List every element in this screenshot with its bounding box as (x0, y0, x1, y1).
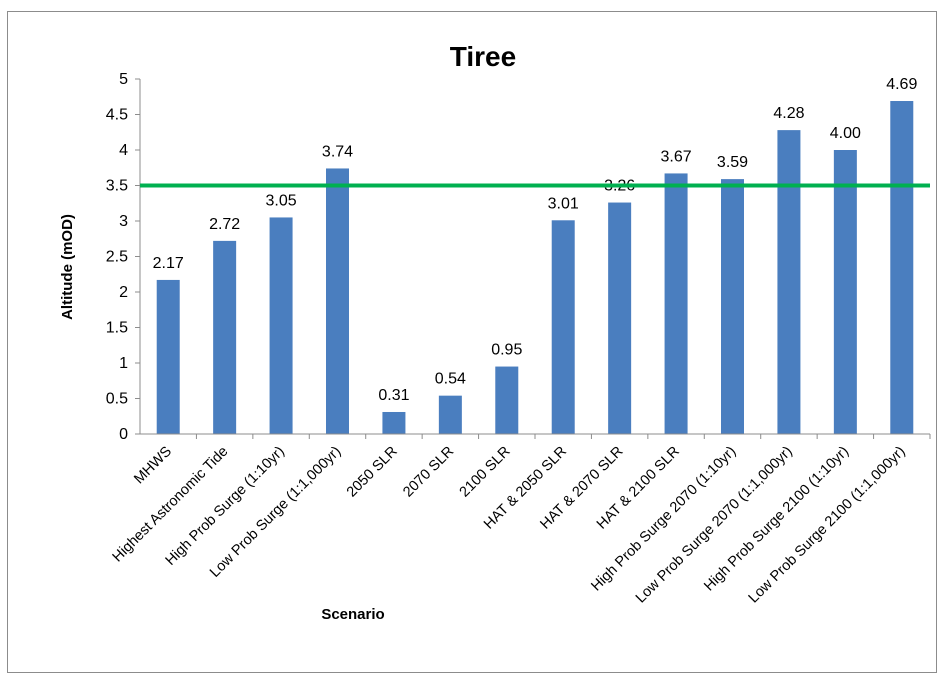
y-tick-label: 2.5 (106, 249, 128, 266)
data-label: 3.05 (266, 192, 297, 209)
bar (608, 202, 632, 434)
bar (777, 130, 801, 434)
y-tick-label: 2 (119, 284, 128, 301)
data-label: 0.54 (435, 371, 466, 388)
bar (551, 220, 575, 434)
y-tick-label: 4.5 (106, 107, 128, 124)
bar (326, 168, 349, 434)
data-label: 4.69 (886, 76, 917, 93)
data-label: 3.59 (717, 154, 748, 171)
bar (495, 366, 519, 434)
y-tick-label: 5 (119, 71, 128, 88)
data-label: 3.01 (548, 195, 579, 212)
data-label: 4.00 (830, 125, 861, 142)
bar-chart: Tiree Altitude (mOD) Scenario 0 0.5 1 1.5 2 2… (59, 41, 931, 623)
bar (438, 395, 462, 434)
data-label: 3.74 (322, 143, 353, 160)
y-axis-title: Altitude (mOD) (59, 214, 76, 320)
chart-title: Tiree (450, 41, 516, 72)
bar (382, 411, 406, 434)
data-label: 4.28 (773, 105, 804, 122)
x-tick-label: 2050 SLR (344, 444, 401, 501)
bar (664, 173, 688, 434)
y-tick-label: 4 (119, 142, 128, 159)
data-label: 0.31 (378, 387, 409, 404)
bar (890, 101, 914, 434)
y-tick-label: 1.5 (106, 320, 128, 337)
bar (213, 240, 237, 434)
x-tick-label: Highest Astronomic Tide (110, 444, 232, 566)
x-axis-title: Scenario (321, 606, 384, 623)
data-label: 0.95 (491, 342, 522, 359)
y-tick-label: 3 (119, 213, 128, 230)
bar (156, 279, 180, 434)
data-labels-group: 2.172.723.053.740.310.540.953.013.263.67… (153, 76, 918, 404)
y-tick-label: 3.5 (106, 178, 128, 195)
x-tick-label: MHWS (131, 444, 175, 488)
y-ticks-group: 0 0.5 1 1.5 2 2.5 3 3.5 4 4.5 5 (106, 71, 140, 443)
y-tick-label: 0 (119, 426, 128, 443)
data-label: 3.67 (661, 148, 692, 165)
x-tick-label: 2070 SLR (400, 444, 457, 501)
y-tick-label: 0.5 (106, 391, 128, 408)
bar (269, 217, 293, 434)
y-tick-label: 1 (119, 355, 128, 372)
bars-group (156, 101, 914, 434)
x-tick-label: 2100 SLR (457, 444, 514, 501)
bar (721, 179, 744, 434)
data-label: 2.17 (153, 255, 184, 272)
bar (833, 150, 857, 434)
data-label: 2.72 (209, 216, 240, 233)
chart-frame: Tiree Altitude (mOD) Scenario 0 0.5 1 1.5 2 2… (7, 11, 937, 673)
